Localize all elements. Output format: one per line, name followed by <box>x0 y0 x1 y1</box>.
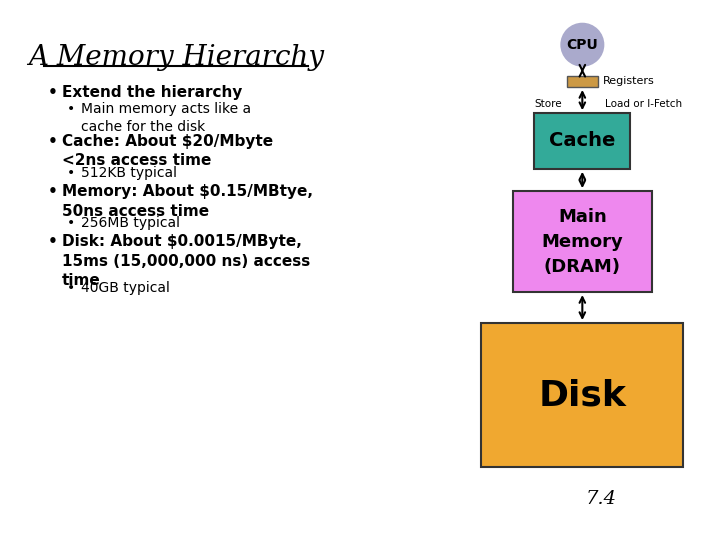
Text: •: • <box>48 85 58 100</box>
Text: A Memory Hierarchy: A Memory Hierarchy <box>28 44 324 71</box>
Text: •: • <box>48 184 58 199</box>
FancyBboxPatch shape <box>567 76 598 87</box>
Text: Disk: About $0.0015/MByte,
15ms (15,000,000 ns) access
time: Disk: About $0.0015/MByte, 15ms (15,000,… <box>61 234 310 288</box>
Text: 512KB typical: 512KB typical <box>81 166 177 180</box>
Text: 40GB typical: 40GB typical <box>81 281 170 295</box>
Text: Disk: Disk <box>539 378 626 412</box>
Text: Main
Memory
(DRAM): Main Memory (DRAM) <box>541 207 624 275</box>
Circle shape <box>561 24 603 66</box>
Text: 256MB typical: 256MB typical <box>81 216 180 230</box>
Text: •: • <box>48 234 58 249</box>
Text: •: • <box>67 166 76 180</box>
FancyBboxPatch shape <box>513 191 652 292</box>
Text: •: • <box>67 216 76 230</box>
FancyBboxPatch shape <box>534 113 631 169</box>
Text: Store: Store <box>534 99 562 109</box>
FancyBboxPatch shape <box>481 323 683 467</box>
Text: CPU: CPU <box>567 38 598 52</box>
Text: •: • <box>67 103 76 117</box>
Text: Cache: Cache <box>549 132 616 151</box>
Text: Registers: Registers <box>603 76 654 86</box>
Text: Memory: About $0.15/MBtye,
50ns access time: Memory: About $0.15/MBtye, 50ns access t… <box>61 184 312 219</box>
Text: 7.4: 7.4 <box>586 490 617 508</box>
Text: •: • <box>67 281 76 295</box>
Text: Cache: About $20/Mbyte
<2ns access time: Cache: About $20/Mbyte <2ns access time <box>61 134 273 168</box>
Text: Main memory acts like a
cache for the disk: Main memory acts like a cache for the di… <box>81 103 251 134</box>
Text: Extend the hierarchy: Extend the hierarchy <box>61 85 242 100</box>
Text: Load or I-Fetch: Load or I-Fetch <box>606 99 683 109</box>
Text: •: • <box>48 134 58 149</box>
